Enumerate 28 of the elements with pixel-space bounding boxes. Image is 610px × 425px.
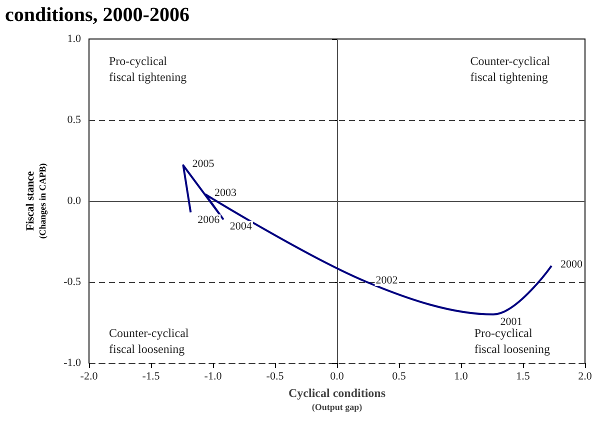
x-tick-label: 0.0 [330,370,344,382]
x-tick-label: -1.0 [204,370,222,382]
y-tick-label: -1.0 [64,357,82,369]
annotation: 2001 [500,316,522,328]
annotation: 2003 [214,187,238,200]
annotation: 2006 [198,214,220,226]
x-tick-label: 1.5 [516,370,530,382]
chart-title: conditions, 2000-2006 [5,4,190,26]
x-tick-label: -2.0 [80,370,98,382]
annotation: Pro-cyclical fiscal loosening [474,326,550,356]
annotation: Pro-cyclical fiscal tightening [109,54,187,84]
annotation: 2000 [560,258,584,270]
x-axis-title: Cyclical conditions (Output gap) [288,386,386,412]
x-tick-label: 2.0 [578,370,592,382]
y-tick-label: 0.5 [67,114,82,126]
annotation: 2005 [192,158,215,170]
y-tick-label: -0.5 [64,276,82,288]
x-tick-label: -1.5 [142,370,160,382]
x-tick-label: 1.0 [454,370,468,382]
x-tick-label: 0.5 [392,370,406,382]
x-tick-label: -0.5 [266,370,284,382]
annotation: 2002 [376,274,398,286]
annotation: Counter-cyclical fiscal tightening [470,54,551,84]
y-tick-label: 1.0 [67,33,82,45]
annotation: 2004 [230,220,252,232]
y-tick-label: 0.0 [67,195,82,207]
y-axis-title: Fiscal stance (Changes in CAPB) [24,163,48,239]
annotation: Counter-cyclical fiscal loosening [109,326,190,356]
